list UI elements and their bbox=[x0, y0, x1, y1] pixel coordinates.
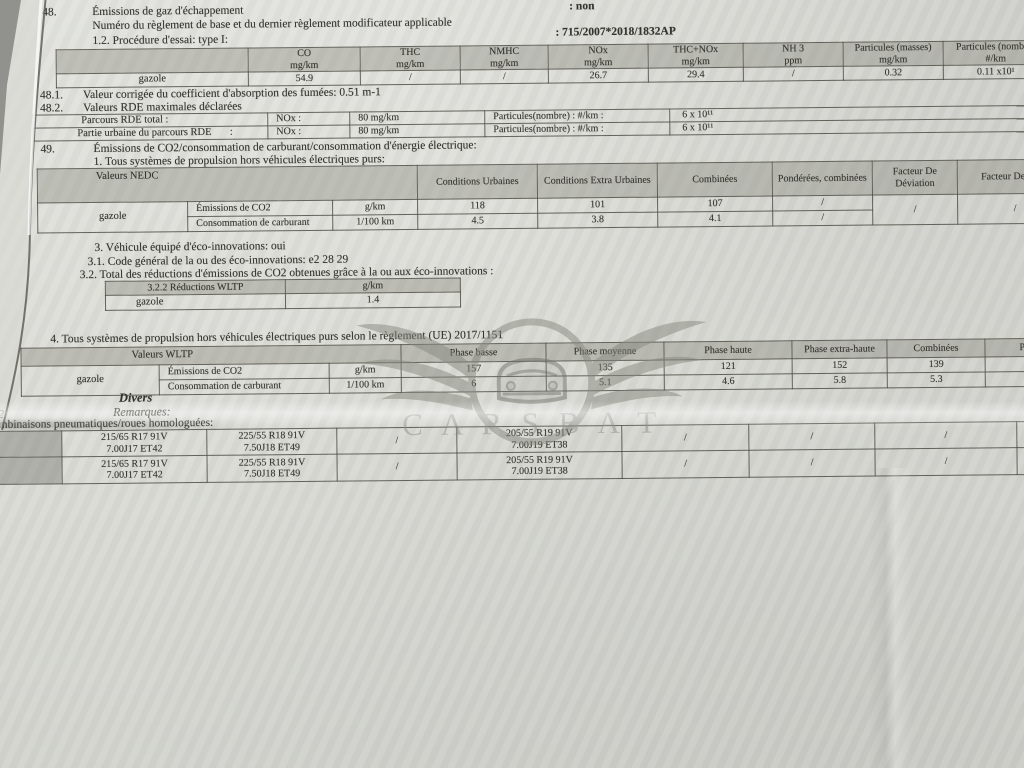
value-cell: / bbox=[772, 210, 873, 226]
header-cell: THC mg/km bbox=[360, 45, 461, 71]
paper-crease-smudge bbox=[0, 421, 250, 429]
value-cell: 101 bbox=[537, 197, 658, 214]
value-cell: / bbox=[748, 423, 875, 451]
header-cell: Phase extra-haute bbox=[791, 339, 888, 359]
watermark-brand-text: C A R S B A T bbox=[402, 405, 662, 442]
watermark-ring bbox=[468, 318, 596, 446]
header-cell: Pondérées, combinées bbox=[772, 161, 873, 196]
row-label-cell: Émissions de CO2 bbox=[159, 363, 330, 380]
value-cell: / bbox=[772, 195, 873, 211]
row-label-cell: Consommation de carburant bbox=[187, 215, 333, 232]
value-cell: 4.1 bbox=[657, 210, 773, 228]
value-cell: 107 bbox=[657, 195, 773, 213]
rde-particles-label: Particules(nombre) : #/km : bbox=[484, 122, 670, 137]
value-cell: / bbox=[360, 69, 461, 85]
verification-factor-cell: / bbox=[957, 193, 1024, 225]
regulation-value: : 715/2007*2018/1832AP bbox=[555, 25, 676, 39]
header-cell: NMHC mg/km bbox=[460, 45, 549, 70]
value-cell bbox=[985, 355, 1024, 372]
nedc-values-table: Valeurs NEDC Conditions Urbaines Conditi… bbox=[37, 159, 1024, 234]
unit-cell: g/km bbox=[332, 199, 418, 216]
row-label-cell: Émissions de CO2 bbox=[187, 200, 333, 217]
rde-nox-value: 80 mg/km bbox=[349, 110, 485, 126]
value-cell: 139 bbox=[887, 356, 986, 373]
row-label-cell: Consommation de carburant bbox=[159, 378, 330, 395]
value-cell: 26.7 bbox=[548, 68, 649, 84]
fuel-type-cell: gazole bbox=[56, 72, 249, 88]
header-cell: Particules (nombre) #/km bbox=[943, 40, 1024, 66]
carsbat-watermark-logo: C A R S B A T bbox=[356, 318, 707, 446]
value-cell: / bbox=[460, 69, 549, 84]
procedure-label: 1.2. Procédure d'essai: type I: bbox=[92, 33, 229, 48]
shaded-cell bbox=[0, 456, 63, 485]
car-icon bbox=[496, 357, 567, 404]
header-cell: Combinées bbox=[886, 338, 986, 358]
rde-nox-value: 80 mg/km bbox=[349, 123, 485, 139]
value-cell: 5.8 bbox=[792, 372, 888, 389]
fuel-type-cell: gazole bbox=[105, 293, 286, 311]
eco-line-3: 3. Véhicule équipé d'éco-innovations: ou… bbox=[94, 240, 286, 255]
header-cell: Conditions Extra Urbaines bbox=[537, 163, 658, 199]
item-481-text: Valeur corrigée du coefficient d'absorpt… bbox=[82, 86, 381, 102]
header-cell: THC+NOx mg/km bbox=[648, 43, 744, 69]
rde-nox-label: NOx : bbox=[267, 125, 350, 139]
header-cell: Pondérées bbox=[984, 337, 1024, 357]
tire-spec-cell: 215/65 R17 91V 7.00J17 ET42 bbox=[61, 455, 208, 484]
value-cell: 0.11 x10¹ bbox=[943, 64, 1024, 80]
header-cell: NH 3 ppm bbox=[743, 42, 844, 68]
value-cell: 4.5 bbox=[417, 213, 538, 230]
value-cell: 3.8 bbox=[537, 212, 658, 229]
value-cell: 118 bbox=[417, 198, 538, 215]
exhaust-emissions-table: CO mg/km THC mg/km NMHC mg/km NOx mg/km THC+… bbox=[56, 40, 1024, 89]
header-cell: Facteur De Vérif bbox=[957, 159, 1024, 195]
value-cell: 5.3 bbox=[887, 371, 986, 388]
value-cell: / bbox=[1016, 446, 1024, 475]
paper-edge bbox=[0, 0, 47, 431]
tire-spec-cell: 225/55 R18 91V 7.50J18 ET49 bbox=[206, 428, 337, 456]
paper-crease bbox=[0, 401, 1024, 427]
header-cell: Particules (masses) mg/km bbox=[843, 41, 944, 67]
tire-spec-cell: 215/65 R17 91V 7.00J17 ET42 bbox=[61, 429, 207, 457]
header-cell: NOx mg/km bbox=[548, 44, 649, 70]
nedc-title-cell: Valeurs NEDC bbox=[37, 165, 418, 204]
deviation-factor-cell: / bbox=[872, 194, 958, 226]
value-cell: 29.4 bbox=[648, 67, 744, 83]
header-cell: Conditions Urbaines bbox=[417, 164, 538, 200]
header-cell: Combinées bbox=[657, 161, 773, 198]
value-cell: 0.32 bbox=[843, 65, 944, 81]
value-cell bbox=[985, 370, 1024, 387]
regulation-label: Numéro du règlement de base et du dernie… bbox=[92, 16, 452, 33]
header-cell bbox=[56, 48, 249, 74]
value-cell: 152 bbox=[792, 357, 888, 374]
value-cell: / bbox=[743, 66, 844, 82]
header-cell: Facteur De Déviation bbox=[872, 160, 958, 196]
rde-nox-label: NOx : bbox=[267, 112, 350, 126]
header-cell: CO mg/km bbox=[248, 46, 361, 73]
item-48-label: Émissions de gaz d'échappement bbox=[92, 4, 244, 19]
value-cell: 54.9 bbox=[248, 70, 361, 87]
paper-vertical-crease bbox=[868, 468, 912, 768]
tire-spec-cell: 225/55 R18 91V 7.50J18 ET49 bbox=[206, 454, 338, 483]
unit-cell: 1/100 km bbox=[332, 214, 418, 231]
item-48-value: : non bbox=[569, 0, 595, 13]
rde-particles-value: 6 x 10¹¹ bbox=[669, 118, 1024, 136]
value-cell: / bbox=[748, 449, 876, 478]
